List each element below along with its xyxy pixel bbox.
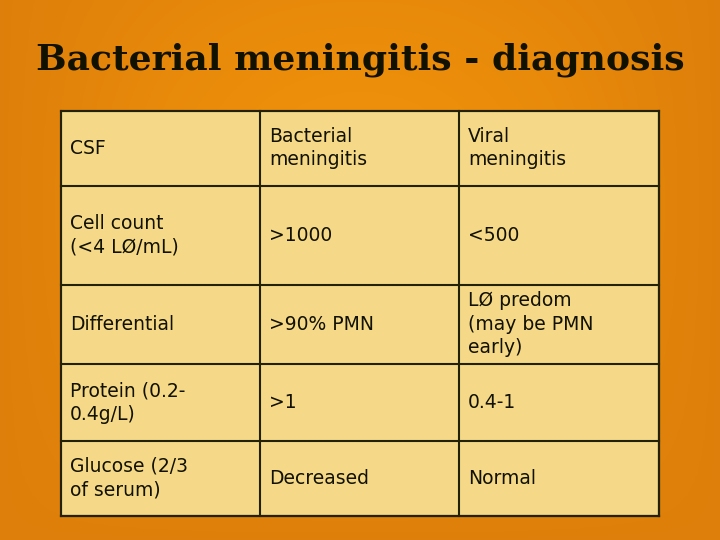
Text: Differential: Differential — [70, 315, 174, 334]
Text: Normal: Normal — [468, 469, 536, 488]
Text: Protein (0.2-
0.4g/L): Protein (0.2- 0.4g/L) — [70, 381, 185, 423]
Text: Cell count
(<4 LØ/mL): Cell count (<4 LØ/mL) — [70, 214, 179, 256]
Text: Bacterial
meningitis: Bacterial meningitis — [269, 127, 367, 170]
Text: <500: <500 — [468, 226, 519, 245]
Text: >90% PMN: >90% PMN — [269, 315, 374, 334]
Text: CSF: CSF — [70, 139, 106, 158]
Bar — [61, 111, 659, 516]
Text: >1: >1 — [269, 393, 297, 412]
Text: >1000: >1000 — [269, 226, 332, 245]
Text: Glucose (2/3
of serum): Glucose (2/3 of serum) — [70, 457, 188, 500]
Text: LØ predom
(may be PMN
early): LØ predom (may be PMN early) — [468, 292, 593, 357]
Text: Decreased: Decreased — [269, 469, 369, 488]
Text: 0.4-1: 0.4-1 — [468, 393, 516, 412]
Text: Viral
meningitis: Viral meningitis — [468, 127, 566, 170]
Text: Bacterial meningitis - diagnosis: Bacterial meningitis - diagnosis — [36, 43, 684, 77]
